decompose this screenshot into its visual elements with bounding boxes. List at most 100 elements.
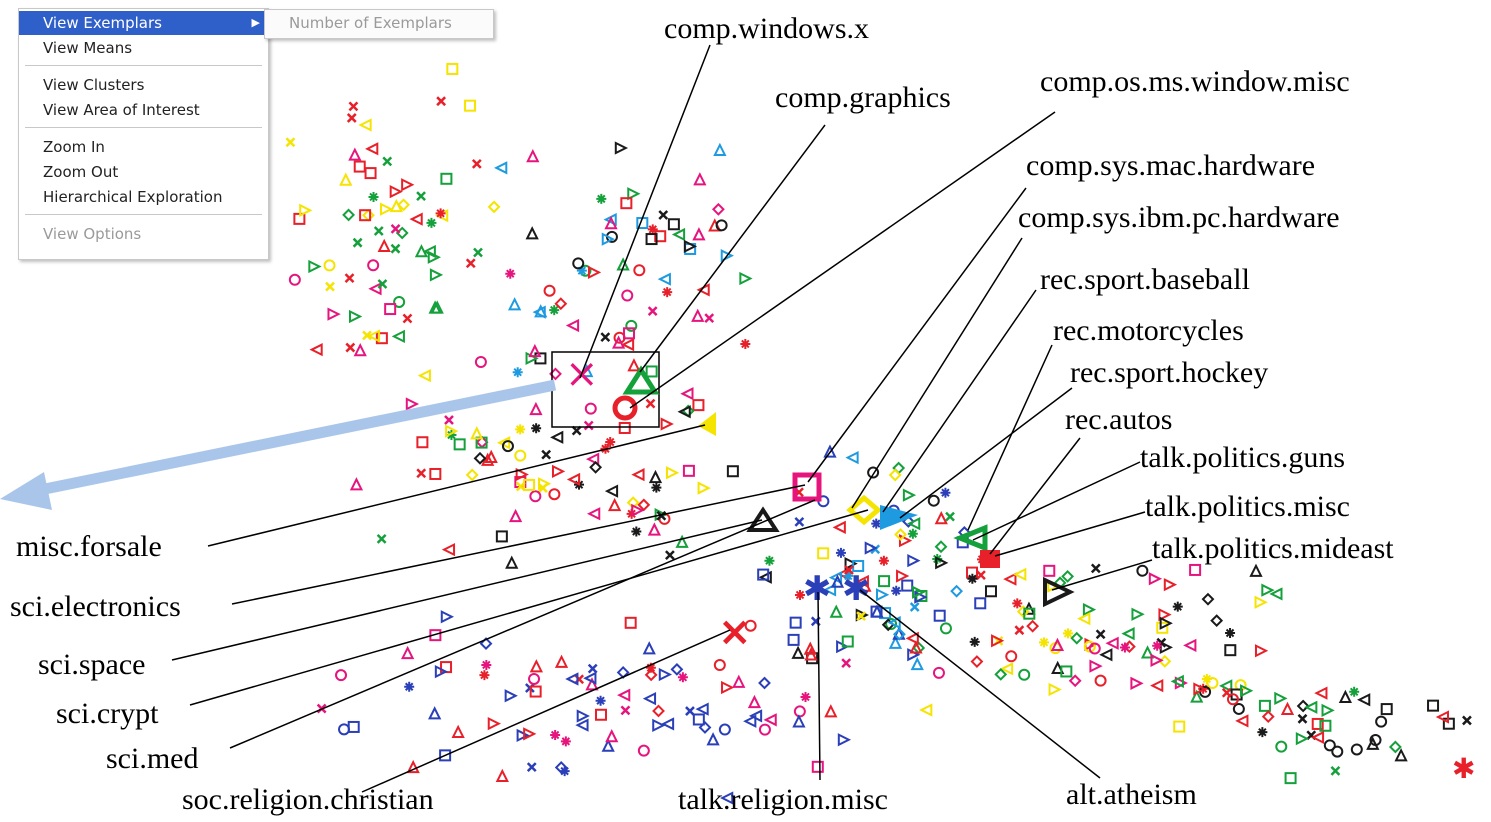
data-point <box>427 250 441 264</box>
data-point <box>1314 686 1328 700</box>
data-point <box>625 319 638 332</box>
data-point <box>440 172 453 185</box>
data-point <box>348 101 359 112</box>
data-point <box>757 568 770 581</box>
data-point <box>349 309 363 324</box>
data-point <box>528 672 541 685</box>
data-point <box>967 573 978 584</box>
exemplar-marker <box>612 395 638 421</box>
menu-item-hierarchical-exploration[interactable]: Hierarchical Exploration <box>19 185 268 209</box>
data-point <box>416 436 429 449</box>
data-point <box>824 704 838 718</box>
data-point <box>534 304 548 318</box>
menu-item-zoom-out[interactable]: Zoom Out <box>19 160 268 184</box>
data-point <box>440 610 455 624</box>
data-point <box>697 481 711 495</box>
data-point <box>352 237 363 248</box>
data-point <box>1159 616 1173 630</box>
data-point <box>405 397 420 411</box>
data-point <box>389 198 403 213</box>
data-point <box>894 528 907 541</box>
data-point <box>743 714 757 728</box>
data-point <box>554 297 568 311</box>
data-point <box>345 342 356 353</box>
data-point <box>368 282 382 296</box>
data-point <box>474 355 487 368</box>
data-point <box>739 271 753 286</box>
data-point <box>645 233 658 246</box>
exemplar-marker: ✱ <box>1452 752 1475 785</box>
menu-item-view-area-of-interest[interactable]: View Area of Interest <box>19 98 268 122</box>
data-point <box>682 464 695 477</box>
data-point <box>1321 703 1335 718</box>
menu-item-view-options[interactable]: View Options <box>19 222 268 246</box>
data-point <box>1099 648 1113 662</box>
data-point <box>1068 674 1082 688</box>
data-point <box>497 436 511 450</box>
data-point <box>376 533 387 544</box>
data-point <box>720 791 734 805</box>
data-point <box>600 332 611 342</box>
data-point <box>645 398 656 409</box>
data-point <box>1206 676 1219 689</box>
data-point <box>817 547 830 560</box>
submenu-arrow-icon: ▶ <box>251 16 260 29</box>
exploration-arrow <box>0 379 557 510</box>
data-point <box>435 208 446 219</box>
data-point <box>359 209 372 222</box>
data-point <box>1156 621 1169 634</box>
data-point <box>677 672 688 683</box>
data-point <box>584 402 597 415</box>
menu-item-zoom-in[interactable]: Zoom In <box>19 135 268 159</box>
data-point <box>487 716 501 731</box>
data-point <box>445 424 459 438</box>
data-point <box>677 405 691 419</box>
data-point <box>428 300 442 314</box>
data-point <box>550 430 564 444</box>
data-point <box>551 464 566 478</box>
data-point <box>580 363 594 378</box>
data-point <box>940 487 951 498</box>
data-point <box>876 588 890 602</box>
data-point <box>912 585 926 599</box>
exemplar-marker: ✱ <box>803 569 832 609</box>
data-point <box>404 681 415 692</box>
data-point <box>373 226 384 236</box>
data-point <box>1254 595 1268 609</box>
data-point <box>841 635 854 648</box>
data-point <box>523 727 537 741</box>
data-point <box>969 636 980 647</box>
data-point <box>726 465 739 478</box>
data-point <box>887 615 901 630</box>
menu-separator <box>25 65 262 66</box>
menu-item-view-means[interactable]: View Means <box>19 36 268 60</box>
data-point <box>763 713 777 727</box>
data-point <box>526 148 540 163</box>
menu-item-view-exemplars[interactable]: View Exemplars ▶ <box>19 11 268 35</box>
data-point <box>576 265 587 276</box>
data-point <box>576 709 590 723</box>
data-point <box>631 503 645 518</box>
data-point <box>1261 583 1275 597</box>
data-point <box>495 530 508 543</box>
data-point <box>704 313 715 323</box>
data-point <box>644 668 658 682</box>
data-point <box>878 575 891 588</box>
data-point <box>1105 636 1119 650</box>
data-point <box>1349 686 1360 697</box>
submenu-number-of-exemplars[interactable]: Number of Exemplars <box>264 9 494 39</box>
data-point <box>764 555 775 566</box>
data-point <box>1140 645 1155 659</box>
label-sci-electronics: sci.electronics <box>10 590 181 623</box>
submenu-item-label: Number of Exemplars <box>289 14 452 32</box>
data-point <box>526 762 537 772</box>
data-point <box>453 438 466 451</box>
data-point <box>885 618 898 631</box>
data-point <box>845 451 859 465</box>
data-point <box>1026 619 1040 633</box>
data-point <box>559 766 570 777</box>
menu-item-view-clusters[interactable]: View Clusters <box>19 73 268 97</box>
data-point <box>473 451 487 465</box>
data-point <box>822 583 837 597</box>
